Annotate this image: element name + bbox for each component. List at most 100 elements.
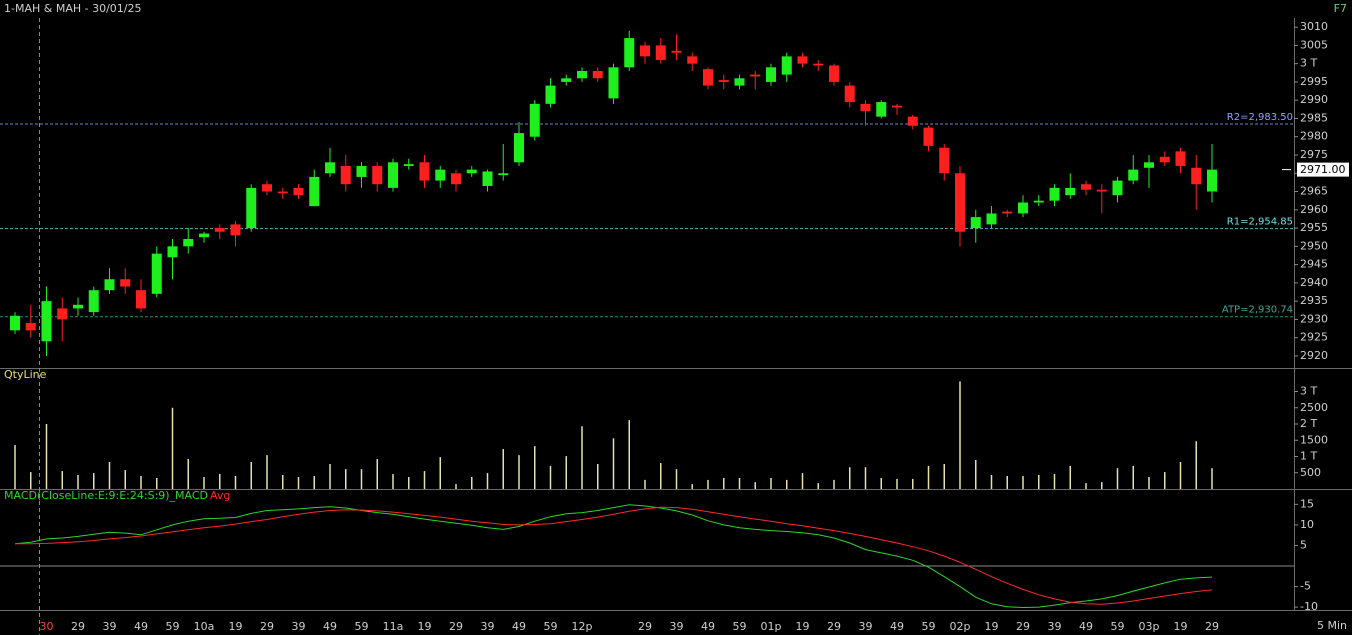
candle-body — [214, 228, 225, 232]
x-tick-label: 19 — [1174, 620, 1188, 633]
y-tick-label: 1500 — [1300, 433, 1328, 446]
x-tick-label: 03p — [1139, 620, 1160, 633]
volume-bar — [628, 420, 630, 489]
volume-bar — [644, 479, 646, 489]
candle-body — [703, 69, 713, 86]
volume-bar — [156, 477, 158, 489]
volume-bar — [360, 469, 363, 489]
volume-bar — [723, 477, 725, 489]
volume-bar — [707, 479, 709, 489]
volume-bar — [817, 483, 819, 489]
volume-bar — [392, 474, 394, 489]
shortcut: F7 — [1334, 2, 1347, 15]
candle-body — [687, 56, 698, 64]
candle-body — [57, 308, 68, 320]
candle-body — [955, 173, 965, 232]
volume-bar — [423, 471, 426, 489]
volume-bar — [203, 476, 205, 489]
volume-bar — [549, 465, 552, 489]
candle-body — [671, 50, 682, 53]
y-tick-label: 2925 — [1300, 331, 1328, 344]
x-tick-label: 39 — [481, 620, 495, 633]
volume-bar — [534, 446, 536, 489]
level-label: R2=2,983.50 — [1227, 112, 1293, 123]
candle-body — [545, 85, 556, 104]
candle-body — [10, 315, 20, 331]
candle-body — [514, 133, 524, 163]
legend-label: MACD(CloseLine:E:9:E:24:S:9)_MACD — [4, 489, 208, 502]
x-tick-label: 49 — [1079, 620, 1093, 633]
candle-body — [1191, 167, 1202, 185]
volume-bar — [770, 477, 772, 489]
y-tick-label: 15 — [1300, 497, 1314, 510]
candle-body — [1159, 156, 1170, 163]
candle-body — [403, 164, 414, 166]
volume-bar — [93, 473, 95, 489]
volume-bar — [345, 469, 347, 489]
volume-bar — [408, 476, 410, 489]
candle-body — [529, 103, 540, 137]
candle-body — [1065, 187, 1076, 196]
level-label: ATP=2,930.74 — [1222, 305, 1293, 316]
volume-bar — [912, 478, 914, 489]
x-tick-label: 29 — [1016, 620, 1030, 633]
candle-body — [592, 70, 603, 79]
last-price-label: 2971.00 — [1300, 163, 1346, 176]
candle-body — [1033, 200, 1044, 203]
candle-body — [813, 63, 824, 66]
candle-body — [829, 65, 839, 82]
volume-bar — [1069, 465, 1071, 489]
candle-body — [230, 224, 241, 236]
y-tick-label: 3010 — [1300, 20, 1328, 33]
y-tick-label: 2950 — [1300, 239, 1328, 252]
candle-body — [1207, 169, 1217, 192]
candle-body — [246, 187, 257, 229]
volume-bar — [250, 462, 252, 489]
candle-body — [88, 290, 99, 313]
volume-bar — [1085, 483, 1087, 489]
volume-bar — [1179, 462, 1182, 489]
candle-body — [608, 67, 619, 99]
x-tick-label: 19 — [985, 620, 999, 633]
volume-bar — [30, 472, 32, 489]
x-tick-label: 29 — [1205, 620, 1219, 633]
volume-bar — [1022, 476, 1024, 489]
y-tick-label: 2 T — [1300, 417, 1317, 430]
candle-body — [262, 184, 272, 192]
volume-bar — [124, 470, 126, 489]
volume-bar — [691, 484, 693, 489]
candle-body — [41, 301, 52, 342]
candle-body — [498, 173, 509, 176]
y-tick-label: 1 T — [1300, 450, 1317, 463]
x-tick-label: 01p — [761, 620, 782, 633]
macd-line — [15, 506, 1213, 605]
x-tick-label: 11a — [383, 620, 404, 633]
candle-body — [309, 176, 320, 207]
volume-bar — [597, 463, 599, 489]
candle-body — [325, 162, 335, 174]
candle-body — [293, 187, 304, 196]
chart-title: 1-MAH & MAH - 30/01/25 — [4, 2, 141, 15]
volume-bar — [140, 476, 142, 489]
x-tick-label: 39 — [859, 620, 873, 633]
macd-line — [14, 504, 1213, 609]
candle-body — [1175, 151, 1186, 166]
candle-body — [640, 45, 650, 57]
volume-bar — [1148, 476, 1150, 489]
candle-body — [388, 162, 398, 188]
x-tick-label: 19 — [418, 620, 432, 633]
volume-bar — [266, 455, 268, 489]
candle-body — [766, 67, 776, 82]
candle-body — [183, 239, 194, 247]
y-tick-label: -5 — [1300, 580, 1311, 593]
x-tick-label: 59 — [1111, 620, 1125, 633]
candle-body — [892, 105, 902, 108]
x-tick-label: 39 — [670, 620, 684, 633]
volume-bar — [518, 455, 520, 489]
volume-bar — [1164, 472, 1166, 489]
interval: 5 Min — [1317, 619, 1347, 632]
candle-body — [466, 169, 477, 174]
candle-body — [797, 56, 808, 64]
y-tick-label: 2935 — [1300, 294, 1328, 307]
